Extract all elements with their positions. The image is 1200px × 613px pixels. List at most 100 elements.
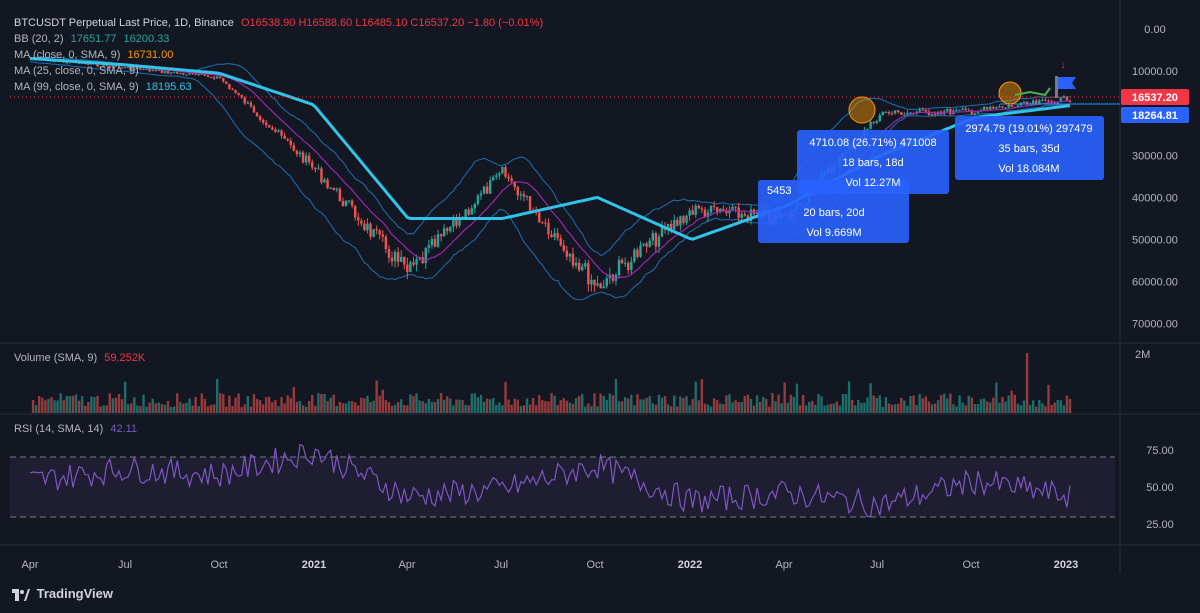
volume-bar (123, 381, 127, 413)
volume-bar (976, 404, 980, 413)
candle-body (694, 205, 697, 215)
candle-body (657, 236, 661, 247)
volume-bar (292, 386, 296, 413)
price-legend[interactable]: BTCUSDT Perpetual Last Price, 1D, Binanc… (14, 15, 547, 95)
candle-body (985, 107, 989, 110)
volume-bar (964, 405, 967, 413)
measure-box[interactable]: 2974.79 (19.01%) 297479 35 bars, 35d Vol… (955, 116, 1104, 180)
volume-bar (375, 380, 378, 413)
ohlc-values: O16538.90 H16588.60 L16485.10 C16537.20 … (240, 17, 544, 29)
candle-body (255, 112, 259, 117)
volume-bar (762, 396, 765, 413)
volume-bar (105, 405, 108, 413)
candle-body (326, 179, 329, 189)
candle-body (550, 234, 553, 238)
volume-bar (912, 395, 915, 413)
volume-bar (961, 402, 964, 413)
candle-body (464, 209, 467, 219)
volume-bar (691, 399, 694, 413)
candle-body (743, 213, 747, 216)
volume-bar (808, 401, 811, 413)
ma25-legend[interactable]: MA (25, close, 0, SMA, 9) (14, 65, 139, 77)
ma99-legend[interactable]: MA (99, close, 0, SMA, 9) 18195.63 (14, 81, 192, 93)
candle-body (565, 250, 569, 257)
volume-bar (823, 405, 826, 413)
candle-body (338, 188, 342, 202)
ma9-legend[interactable]: MA (close, 0, SMA, 9) 16731.00 (14, 49, 174, 61)
time-axis-label: Jul (118, 559, 132, 571)
volume-legend[interactable]: Volume (SMA, 9) 59.252K (14, 352, 146, 364)
volume-bar (203, 399, 207, 413)
candle-body (547, 222, 550, 235)
candle-body (599, 283, 602, 289)
candle-body (673, 219, 676, 230)
volume-bar (424, 403, 427, 413)
candle-body (372, 229, 375, 237)
candle-body (145, 68, 148, 70)
volume-bar (706, 404, 710, 413)
volume-bar (562, 398, 566, 413)
volume-bar (645, 397, 648, 413)
measure-box[interactable]: 4710.08 (26.71%) 471008 18 bars, 18d Vol… (797, 130, 949, 194)
candle-body (292, 145, 296, 151)
volume-bar (151, 398, 154, 413)
volume-bar (700, 379, 704, 413)
bb-legend[interactable]: BB (20, 2) 17651.77 16200.33 (14, 33, 170, 45)
time-axis[interactable]: Apr Jul Oct 2021 Apr Jul Oct 2022 Apr Jul Oct 2023 (21, 559, 1078, 571)
candle-body (970, 110, 974, 115)
candle-body (525, 196, 529, 198)
candle-body (602, 286, 605, 289)
volume-bar (222, 394, 225, 413)
highlight-circle[interactable] (998, 81, 1022, 105)
flag-icon[interactable] (1058, 77, 1076, 89)
candle-body (160, 69, 164, 74)
candle-body (946, 108, 949, 112)
candle-body (206, 75, 210, 77)
rsi-line[interactable] (29, 443, 1071, 518)
measure-box[interactable]: 5453 20 bars, 20d Vol 9.669M (758, 180, 909, 243)
candle-body (452, 217, 455, 227)
volume-bar (59, 393, 62, 413)
volume-bar (317, 393, 320, 413)
volume-bar (258, 400, 262, 413)
volume-bar (949, 393, 952, 413)
tradingview-brand[interactable]: TradingView (12, 586, 113, 601)
rsi-legend[interactable]: RSI (14, SMA, 14) 42.11 (14, 423, 138, 435)
highlight-circle[interactable] (848, 96, 876, 124)
volume-bar (1068, 398, 1072, 413)
candle-body (866, 128, 869, 130)
candle-body (194, 73, 197, 75)
measure-line: Vol 9.669M (806, 227, 861, 239)
candle-body (903, 114, 906, 116)
candle-body (731, 206, 734, 211)
volume-bar (166, 400, 170, 413)
volume-bar (286, 395, 289, 413)
candle-body (243, 97, 246, 104)
volume-bar (918, 394, 921, 413)
volume-bar (274, 400, 277, 413)
volume-bar (924, 396, 928, 413)
candle-body (909, 112, 912, 114)
volume-bar (998, 402, 1001, 413)
volume-bars[interactable] (31, 353, 1072, 413)
trend-drawing[interactable] (1014, 87, 1051, 97)
volume-bar (84, 405, 87, 413)
volume-bar (50, 397, 53, 413)
volume-bar (544, 401, 547, 413)
candle-body (172, 71, 176, 73)
volume-bar (120, 399, 124, 413)
volume-bar (169, 406, 173, 413)
volume-bar (943, 393, 946, 413)
candle-body (280, 130, 283, 136)
volume-bar (599, 393, 602, 413)
volume-bar (970, 397, 974, 413)
bollinger-bands[interactable] (29, 56, 1071, 301)
candle-body (645, 243, 648, 247)
volume-bar (381, 389, 385, 413)
candle-body (114, 65, 118, 67)
volume-bar (611, 395, 615, 413)
volume-bar (835, 401, 839, 413)
volume-bar (96, 395, 99, 413)
volume-bar (185, 402, 188, 413)
